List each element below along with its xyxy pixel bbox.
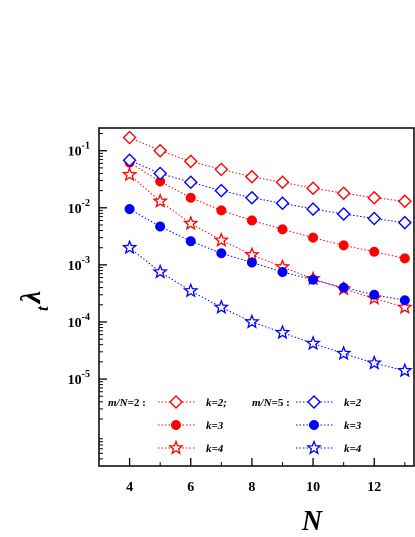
data-point [275, 196, 290, 211]
x-tick-label: 12 [367, 480, 381, 495]
data-point [122, 130, 137, 145]
y-tick-label: 10-4 [68, 312, 90, 331]
series-line [129, 159, 405, 224]
data-point [121, 239, 138, 255]
data-point [213, 231, 230, 247]
data-point [274, 324, 291, 340]
data-point [338, 282, 349, 293]
x-axis-ticks: 4 6 8 10 12 [98, 458, 406, 495]
data-point [275, 175, 290, 190]
series-line [129, 174, 405, 308]
x-tick-label: 6 [187, 480, 194, 495]
data-point [306, 181, 321, 196]
legend-entry-label: k=3 [344, 420, 362, 432]
data-point [214, 162, 229, 177]
legend: m/N=2 : k=2; k=3 k=4 m/N=5 : k=2 k=3 k=4 [108, 395, 362, 455]
legend-marker [170, 419, 182, 431]
y-tick-label: 10-3 [68, 255, 90, 274]
y-tick-label: 10-1 [68, 141, 90, 160]
data-point [369, 246, 380, 257]
y-tick-label: 10-5 [68, 369, 90, 388]
x-tick-label: 10 [306, 480, 320, 495]
data-point [216, 205, 227, 216]
legend-entry-label: k=4 [206, 443, 224, 455]
data-point [399, 295, 410, 306]
y-axis-label-main: λ [16, 291, 47, 304]
x-axis-label: N [301, 506, 324, 537]
data-point [338, 240, 349, 251]
data-point [244, 313, 260, 329]
data-point [182, 282, 199, 298]
data-point [216, 248, 227, 259]
data-point [397, 194, 412, 209]
data-point [396, 299, 413, 315]
series-line [129, 162, 405, 259]
data-point [397, 215, 412, 230]
data-point [305, 335, 321, 351]
data-point [246, 257, 257, 268]
legend-entry-label: k=2 [344, 397, 362, 409]
data-point [124, 204, 135, 215]
y-tick-label: 10-2 [68, 198, 90, 217]
data-point [244, 169, 259, 184]
legend-marker [307, 395, 321, 409]
data-point [152, 193, 169, 209]
data-point [396, 362, 413, 378]
data-point [246, 215, 257, 226]
x-tick-label: 8 [248, 480, 255, 495]
legend-entry-label: k=3 [206, 420, 224, 432]
series-lines [129, 137, 405, 372]
data-point [213, 299, 230, 315]
data-point [153, 166, 168, 181]
data-point [366, 354, 383, 370]
data-point [121, 166, 138, 182]
legend-marker [169, 395, 183, 409]
legend-marker [306, 439, 322, 455]
data-point [185, 236, 196, 247]
legend-entry-label: k=2; [206, 397, 227, 409]
y-axis-ticks: 10-1 10-2 10-3 10-4 10-5 [68, 133, 107, 467]
series-line [129, 208, 405, 301]
data-point [399, 253, 410, 264]
data-point [277, 266, 288, 278]
data-point [335, 345, 352, 361]
data-point [367, 211, 382, 226]
legend-entry-label: k=4 [344, 443, 362, 455]
data-point [277, 224, 288, 235]
data-point [308, 232, 319, 243]
legend-group-label: m/N=5 : [252, 397, 290, 409]
series-line [129, 137, 405, 202]
x-tick-label: 4 [126, 480, 133, 495]
data-point [367, 190, 382, 205]
data-point [183, 154, 198, 169]
data-point [336, 206, 351, 221]
data-point [155, 221, 166, 232]
data-point [369, 289, 380, 300]
data-point [122, 153, 137, 168]
y-axis-label: λ t [16, 291, 52, 311]
data-point [214, 183, 229, 198]
data-point [306, 202, 321, 217]
data-point [244, 190, 259, 205]
data-point [185, 192, 196, 203]
data-point [308, 274, 319, 285]
data-point [153, 143, 168, 158]
data-point [152, 263, 169, 279]
legend-marker [168, 439, 184, 455]
legend-marker [308, 419, 320, 431]
series-line [129, 247, 405, 372]
data-point [336, 186, 351, 201]
y-axis-label-subscript: t [33, 305, 52, 311]
plot-frame [98, 127, 415, 467]
legend-group-label: m/N=2 : [108, 397, 146, 409]
data-point [183, 175, 198, 190]
data-point [182, 215, 199, 231]
series-markers [121, 130, 413, 378]
